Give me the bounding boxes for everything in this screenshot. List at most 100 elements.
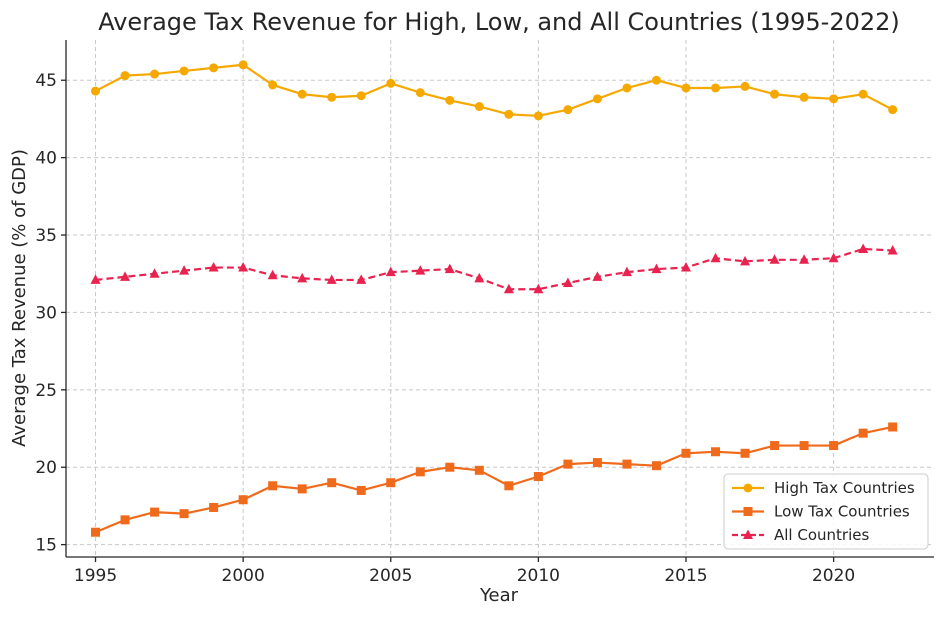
data-point-high-tax-countries [770, 89, 780, 99]
data-point-low-tax-countries [504, 481, 514, 491]
data-point-high-tax-countries [91, 86, 101, 96]
data-point-all-countries [769, 254, 780, 264]
legend-label-high-tax-countries: High Tax Countries [774, 479, 915, 497]
data-point-all-countries [533, 283, 544, 294]
series-all-countries [90, 243, 898, 294]
legend-item-all-countries: All Countries [732, 526, 869, 544]
data-point-all-countries [562, 277, 573, 288]
data-point-low-tax-countries [238, 495, 248, 505]
data-point-all-countries [799, 254, 810, 264]
data-point-high-tax-countries [533, 111, 543, 121]
data-point-low-tax-countries [268, 481, 278, 491]
legend-box [723, 473, 929, 550]
data-point-low-tax-countries [474, 465, 484, 475]
y-tick-label: 15 [35, 536, 57, 556]
data-point-low-tax-countries [533, 472, 543, 482]
data-point-low-tax-countries [740, 448, 750, 458]
data-point-low-tax-countries [356, 485, 366, 495]
data-point-low-tax-countries [681, 448, 691, 458]
data-point-high-tax-countries [297, 89, 307, 99]
series-line-low-tax-countries [95, 425, 893, 534]
data-point-low-tax-countries [711, 447, 721, 457]
data-point-low-tax-countries [563, 459, 573, 469]
y-tick-label: 25 [35, 381, 57, 401]
data-point-all-countries [828, 252, 839, 263]
data-point-low-tax-countries [120, 515, 130, 525]
data-point-all-countries [90, 274, 101, 284]
data-point-all-countries [179, 265, 190, 275]
data-point-high-tax-countries [209, 63, 219, 73]
data-point-low-tax-countries [415, 467, 425, 477]
data-point-low-tax-countries [651, 461, 661, 471]
series-line-high-tax-countries [95, 63, 894, 117]
data-point-all-countries [356, 274, 367, 284]
chart-title: Average Tax Revenue for High, Low, and A… [98, 8, 900, 36]
data-point-low-tax-countries [91, 527, 101, 537]
data-point-low-tax-countries [770, 441, 780, 451]
y-tick-label: 35 [35, 226, 57, 246]
data-point-all-countries [297, 272, 308, 283]
data-point-high-tax-countries [120, 71, 130, 81]
y-tick-label: 40 [35, 149, 57, 169]
data-point-low-tax-countries [888, 422, 898, 432]
x-tick-label: 2010 [517, 566, 560, 586]
data-point-all-countries [858, 243, 869, 253]
data-point-high-tax-countries [415, 88, 425, 98]
data-point-high-tax-countries [622, 83, 632, 93]
legend-item-low-tax-countries: Low Tax Countries [732, 503, 910, 521]
data-point-low-tax-countries [858, 428, 868, 438]
legend-item-high-tax-countries: High Tax Countries [732, 479, 915, 497]
data-point-high-tax-countries [386, 78, 396, 88]
data-point-low-tax-countries [386, 478, 396, 488]
y-tick-label: 45 [35, 71, 57, 91]
legend-marker-low-tax-countries [743, 507, 753, 516]
data-point-high-tax-countries [179, 66, 189, 76]
tick-labels: 1995 2000 2005 2010 2015 2020 15 20 25 30 35 40 45 [35, 71, 855, 586]
data-point-low-tax-countries [445, 462, 455, 472]
data-point-low-tax-countries [179, 509, 189, 519]
axes [61, 40, 934, 562]
x-tick-label: 2015 [664, 566, 707, 586]
data-point-high-tax-countries [799, 92, 809, 102]
data-point-high-tax-countries [445, 95, 455, 105]
legend-label-all-countries: All Countries [774, 526, 869, 544]
data-point-high-tax-countries [592, 94, 602, 104]
legend-label-low-tax-countries: Low Tax Countries [774, 503, 910, 521]
data-point-all-countries [592, 271, 603, 281]
series-layer [90, 60, 898, 537]
data-point-low-tax-countries [150, 507, 160, 517]
data-point-all-countries [444, 263, 455, 274]
data-point-all-countries [887, 245, 898, 255]
data-point-high-tax-countries [651, 75, 661, 85]
data-point-high-tax-countries [474, 102, 484, 112]
legend: High Tax Countries Low Tax Countries All C… [723, 473, 929, 550]
data-point-low-tax-countries [297, 484, 307, 494]
data-point-high-tax-countries [150, 69, 160, 79]
data-point-all-countries [710, 252, 721, 263]
series-low-tax-countries [91, 422, 898, 537]
data-point-all-countries [621, 266, 632, 277]
data-point-high-tax-countries [829, 94, 839, 104]
data-point-high-tax-countries [681, 83, 691, 93]
data-point-all-countries [651, 263, 662, 274]
data-point-high-tax-countries [858, 89, 868, 99]
x-axis-label: Year [479, 585, 519, 606]
y-axis-label: Average Tax Revenue (% of GDP) [9, 149, 30, 447]
data-point-all-countries [415, 265, 426, 275]
data-point-all-countries [149, 268, 160, 278]
data-point-all-countries [474, 272, 485, 283]
data-point-high-tax-countries [563, 105, 573, 115]
data-point-low-tax-countries [799, 441, 809, 451]
y-tick-label: 20 [35, 458, 57, 478]
data-point-high-tax-countries [504, 109, 514, 119]
data-point-all-countries [120, 271, 131, 281]
data-point-low-tax-countries [327, 478, 337, 488]
data-point-all-countries [740, 255, 751, 266]
data-point-all-countries [385, 266, 396, 277]
data-point-all-countries [681, 262, 691, 272]
data-point-all-countries [326, 274, 337, 284]
data-point-high-tax-countries [740, 81, 750, 91]
legend-marker-all-countries [743, 529, 753, 539]
data-point-high-tax-countries [238, 60, 248, 70]
